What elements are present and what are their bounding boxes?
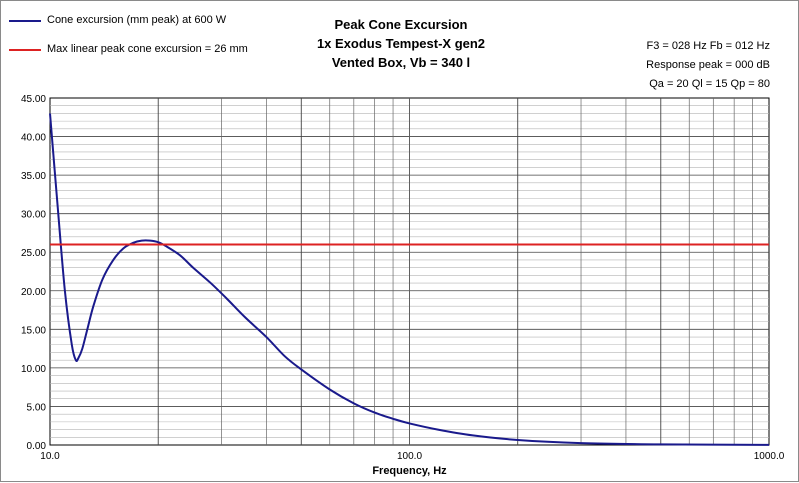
y-tick-label: 45.00 (21, 94, 46, 105)
chart-title-line-3: Vented Box, Vb = 340 l (331, 55, 471, 70)
series-group (49, 113, 770, 446)
y-tick-label: 20.00 (21, 287, 46, 298)
legend-swatch-excursion (9, 20, 41, 22)
y-tick-label: 40.00 (21, 133, 46, 144)
chart-title-line-1: Peak Cone Excursion (334, 17, 468, 32)
tick-labels: 0.00 5.00 10.00 15.00 20.00 25.00 30.00 35.00 40… (21, 94, 785, 477)
x-tick-label: 10.0 (40, 451, 60, 462)
response-peak-readout: Response peak = 000 dB (646, 59, 770, 71)
grid (49, 97, 770, 446)
y-tick-label: 10.00 (21, 364, 46, 375)
y-tick-label: 30.00 (21, 210, 46, 221)
y-tick-label: 35.00 (21, 171, 46, 182)
y-tick-label: 5.00 (27, 402, 47, 413)
y-tick-label: 25.00 (21, 248, 46, 259)
x-tick-label: 100.0 (397, 451, 422, 462)
legend-label-max-linear: Max linear peak cone excursion = 26 mm (47, 43, 248, 55)
y-tick-label: 15.00 (21, 325, 46, 336)
legend-label-excursion: Cone excursion (mm peak) at 600 W (47, 14, 227, 26)
chart-title-line-2: 1x Exodus Tempest-X gen2 (316, 36, 486, 51)
x-tick-label: 1000.0 (754, 451, 785, 462)
y-tick-label: 0.00 (27, 441, 47, 452)
q-values-readout: Qa = 20 Ql = 15 Qp = 80 (649, 78, 770, 90)
excursion-curve (49, 113, 770, 446)
x-axis-label: Frequency, Hz (372, 465, 447, 477)
legend-swatch-max-linear (9, 49, 41, 51)
f3-fb-readout: F3 = 028 Hz Fb = 012 Hz (646, 40, 770, 52)
